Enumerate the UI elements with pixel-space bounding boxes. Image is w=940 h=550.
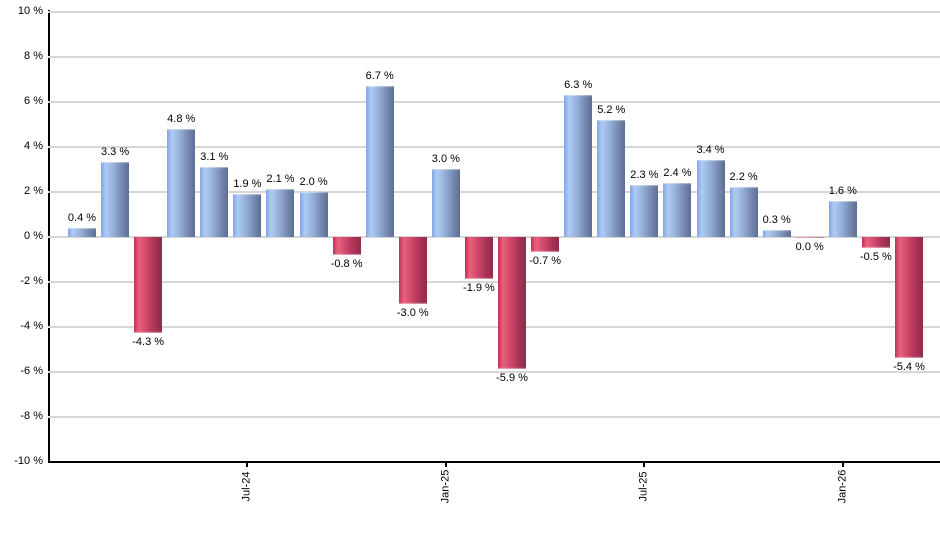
- bar[interactable]: [365, 85, 394, 237]
- bar-value-label: -0.8 %: [330, 257, 363, 270]
- bar[interactable]: [299, 191, 328, 237]
- bar-value-label: 0.4 %: [67, 211, 97, 224]
- gridline: [48, 145, 940, 148]
- y-axis-tick-label: -4 %: [20, 319, 43, 332]
- bar-value-label: 4.8 %: [167, 112, 196, 125]
- gridline: [48, 370, 940, 373]
- bar-value-label: -0.5 %: [860, 250, 892, 263]
- bar-value-label: 2.2 %: [729, 171, 758, 183]
- bar-value-label: 0.3 %: [762, 213, 791, 226]
- bar[interactable]: [795, 236, 824, 238]
- bar[interactable]: [332, 236, 361, 255]
- bar-value-label: 1.6 %: [828, 184, 857, 197]
- x-axis-tick: [444, 462, 447, 467]
- gridline: [48, 325, 940, 328]
- x-axis-tick-label: Jul-24: [240, 471, 253, 502]
- bar[interactable]: [266, 189, 295, 237]
- bar[interactable]: [68, 227, 96, 237]
- bar-value-label: 3.0 %: [431, 153, 460, 165]
- bar-value-label: 6.3 %: [564, 78, 593, 91]
- bar-value-label: 3.3 %: [101, 146, 130, 159]
- bar-value-label: 0.0 %: [795, 241, 824, 253]
- gridline: [48, 190, 940, 193]
- bar[interactable]: [696, 160, 725, 237]
- y-axis-tick-label: 2 %: [24, 184, 43, 197]
- bar[interactable]: [464, 236, 493, 280]
- bar[interactable]: [597, 119, 626, 237]
- bar-value-label: -0.7 %: [529, 255, 561, 268]
- bar[interactable]: [200, 166, 229, 237]
- gridline: [48, 415, 940, 418]
- bar[interactable]: [134, 236, 163, 334]
- x-axis-tick-label: Jan-26: [836, 469, 849, 504]
- bar-value-label: 2.4 %: [663, 166, 692, 179]
- bar-value-label: -1.9 %: [463, 282, 495, 295]
- bar[interactable]: [861, 236, 890, 248]
- y-axis-tick-label: -10 %: [14, 454, 43, 467]
- bar[interactable]: [564, 94, 593, 237]
- bar[interactable]: [101, 162, 130, 237]
- bar-value-label: 6.7 %: [365, 69, 394, 82]
- y-axis-tick-label: -2 %: [20, 274, 43, 287]
- x-axis-tick: [643, 462, 646, 467]
- bar-value-label: -3.0 %: [396, 307, 429, 319]
- y-axis-tick-label: 8 %: [24, 49, 43, 62]
- x-axis-tick: [246, 462, 249, 467]
- bar-value-label: -5.9 %: [496, 372, 528, 385]
- gridline: [48, 235, 940, 238]
- bar-value-label: -5.4 %: [893, 361, 925, 373]
- x-axis-tick-label: Jul-25: [637, 471, 650, 502]
- bar[interactable]: [729, 187, 758, 237]
- y-axis-tick-label: -6 %: [20, 364, 43, 377]
- x-axis-tick-label: Jan-25: [439, 469, 452, 504]
- bar[interactable]: [167, 128, 196, 237]
- y-axis-tick-label: -8 %: [20, 409, 43, 422]
- x-axis-tick: [841, 462, 844, 467]
- bar-value-label: 3.4 %: [696, 144, 725, 156]
- y-axis-tick-label: 0 %: [24, 229, 43, 242]
- bar-value-label: -4.3 %: [132, 336, 165, 349]
- x-axis-line: [48, 461, 940, 463]
- gridline: [48, 280, 940, 283]
- y-axis-tick-label: 10 %: [17, 4, 43, 17]
- gridline: [48, 55, 940, 58]
- bar-value-label: 3.1 %: [200, 150, 229, 163]
- bar[interactable]: [630, 184, 659, 237]
- y-axis-tick-label: 4 %: [24, 139, 43, 152]
- bar[interactable]: [531, 236, 560, 253]
- bar[interactable]: [498, 236, 527, 370]
- bar[interactable]: [663, 182, 692, 237]
- gridline: [48, 100, 940, 103]
- bar[interactable]: [431, 169, 460, 237]
- bar-value-label: 2.1 %: [266, 173, 295, 186]
- bar[interactable]: [828, 200, 857, 237]
- bar[interactable]: [762, 229, 791, 237]
- bar-value-label: 5.2 %: [597, 103, 626, 116]
- gridline: [48, 10, 940, 13]
- bar-value-label: 2.3 %: [630, 168, 659, 181]
- bar[interactable]: [895, 236, 923, 358]
- bar-value-label: 2.0 %: [299, 175, 328, 188]
- bar[interactable]: [233, 193, 262, 237]
- bar-value-label: 1.9 %: [233, 177, 262, 190]
- bar[interactable]: [398, 236, 427, 304]
- y-axis-tick-label: 6 %: [24, 94, 43, 107]
